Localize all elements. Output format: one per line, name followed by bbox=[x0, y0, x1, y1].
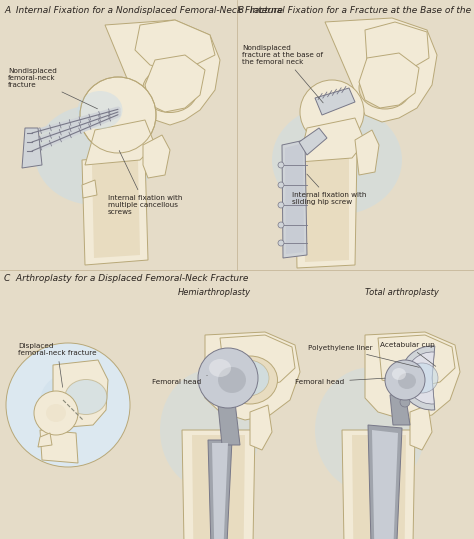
Ellipse shape bbox=[143, 67, 198, 113]
Text: Polyethylene liner: Polyethylene liner bbox=[308, 345, 419, 368]
Ellipse shape bbox=[65, 379, 107, 414]
Polygon shape bbox=[315, 88, 355, 115]
Polygon shape bbox=[372, 430, 398, 539]
Circle shape bbox=[198, 348, 258, 408]
Circle shape bbox=[34, 391, 78, 435]
Ellipse shape bbox=[227, 360, 269, 396]
Ellipse shape bbox=[406, 363, 438, 393]
Circle shape bbox=[278, 202, 284, 208]
Circle shape bbox=[6, 343, 130, 467]
Polygon shape bbox=[250, 405, 272, 450]
Polygon shape bbox=[359, 53, 419, 108]
Circle shape bbox=[385, 360, 425, 400]
Polygon shape bbox=[38, 433, 52, 447]
Ellipse shape bbox=[222, 356, 277, 404]
Polygon shape bbox=[143, 135, 170, 178]
Ellipse shape bbox=[209, 359, 231, 377]
Circle shape bbox=[278, 182, 284, 188]
Polygon shape bbox=[53, 360, 108, 427]
Wedge shape bbox=[406, 352, 434, 404]
Polygon shape bbox=[208, 440, 232, 539]
Polygon shape bbox=[299, 118, 365, 162]
Polygon shape bbox=[295, 152, 357, 268]
Wedge shape bbox=[400, 346, 435, 410]
Polygon shape bbox=[40, 430, 78, 463]
Polygon shape bbox=[82, 180, 97, 198]
Polygon shape bbox=[22, 128, 42, 168]
Text: B  Internal Fixation for a Fracture at the Base of the Femoral Neck: B Internal Fixation for a Fracture at th… bbox=[238, 6, 474, 15]
Text: Femoral stem: Femoral stem bbox=[0, 538, 1, 539]
Text: Femoral head: Femoral head bbox=[152, 376, 207, 385]
Polygon shape bbox=[135, 20, 215, 70]
Polygon shape bbox=[355, 130, 379, 175]
Ellipse shape bbox=[46, 404, 66, 422]
Text: Displaced
femoral-neck fracture: Displaced femoral-neck fracture bbox=[18, 343, 97, 387]
Text: Femoral head: Femoral head bbox=[295, 378, 385, 385]
Text: Femoral stem: Femoral stem bbox=[0, 538, 1, 539]
Polygon shape bbox=[220, 335, 295, 388]
Ellipse shape bbox=[218, 367, 246, 393]
Circle shape bbox=[300, 80, 364, 144]
Polygon shape bbox=[299, 128, 327, 155]
Circle shape bbox=[400, 397, 410, 407]
Ellipse shape bbox=[35, 105, 155, 205]
Polygon shape bbox=[410, 405, 432, 450]
Polygon shape bbox=[378, 335, 455, 388]
Ellipse shape bbox=[392, 368, 406, 380]
Ellipse shape bbox=[315, 368, 425, 493]
Text: C  Arthroplasty for a Displaced Femoral-Neck Fracture: C Arthroplasty for a Displaced Femoral-N… bbox=[4, 274, 248, 283]
Polygon shape bbox=[205, 332, 300, 420]
Polygon shape bbox=[282, 140, 307, 258]
Polygon shape bbox=[285, 143, 304, 254]
Polygon shape bbox=[368, 425, 402, 539]
Text: Internal fixation with
multiple cancellous
screws: Internal fixation with multiple cancello… bbox=[108, 150, 182, 215]
Text: Hemiarthroplasty: Hemiarthroplasty bbox=[178, 288, 251, 297]
Polygon shape bbox=[212, 443, 228, 539]
Circle shape bbox=[278, 240, 284, 246]
Ellipse shape bbox=[272, 105, 402, 215]
Polygon shape bbox=[390, 392, 410, 425]
Polygon shape bbox=[192, 435, 245, 539]
Polygon shape bbox=[92, 160, 140, 258]
Polygon shape bbox=[352, 435, 406, 539]
Circle shape bbox=[278, 162, 284, 168]
Polygon shape bbox=[218, 402, 240, 445]
Circle shape bbox=[80, 77, 156, 153]
Ellipse shape bbox=[398, 373, 416, 389]
Polygon shape bbox=[182, 430, 255, 539]
Circle shape bbox=[278, 222, 284, 228]
Polygon shape bbox=[365, 22, 429, 72]
Polygon shape bbox=[82, 155, 148, 265]
Polygon shape bbox=[145, 55, 205, 112]
Polygon shape bbox=[325, 18, 437, 122]
Text: Acetabular cup: Acetabular cup bbox=[380, 342, 436, 367]
Text: Internal fixation with
sliding hip screw: Internal fixation with sliding hip screw bbox=[292, 174, 366, 205]
Polygon shape bbox=[304, 157, 349, 262]
Text: Nondisplaced
femoral-neck
fracture: Nondisplaced femoral-neck fracture bbox=[8, 68, 98, 109]
Polygon shape bbox=[342, 430, 415, 539]
Ellipse shape bbox=[359, 67, 411, 109]
Text: Total arthroplasty: Total arthroplasty bbox=[365, 288, 439, 297]
Polygon shape bbox=[85, 120, 155, 165]
Polygon shape bbox=[105, 20, 220, 125]
Ellipse shape bbox=[78, 91, 122, 129]
Text: A  Internal Fixation for a Nondisplaced Femoral-Neck Fracture: A Internal Fixation for a Nondisplaced F… bbox=[4, 6, 283, 15]
Ellipse shape bbox=[40, 372, 106, 427]
Polygon shape bbox=[365, 332, 460, 420]
Text: Nondisplaced
fracture at the base of
the femoral neck: Nondisplaced fracture at the base of the… bbox=[242, 45, 323, 103]
Ellipse shape bbox=[160, 370, 260, 490]
